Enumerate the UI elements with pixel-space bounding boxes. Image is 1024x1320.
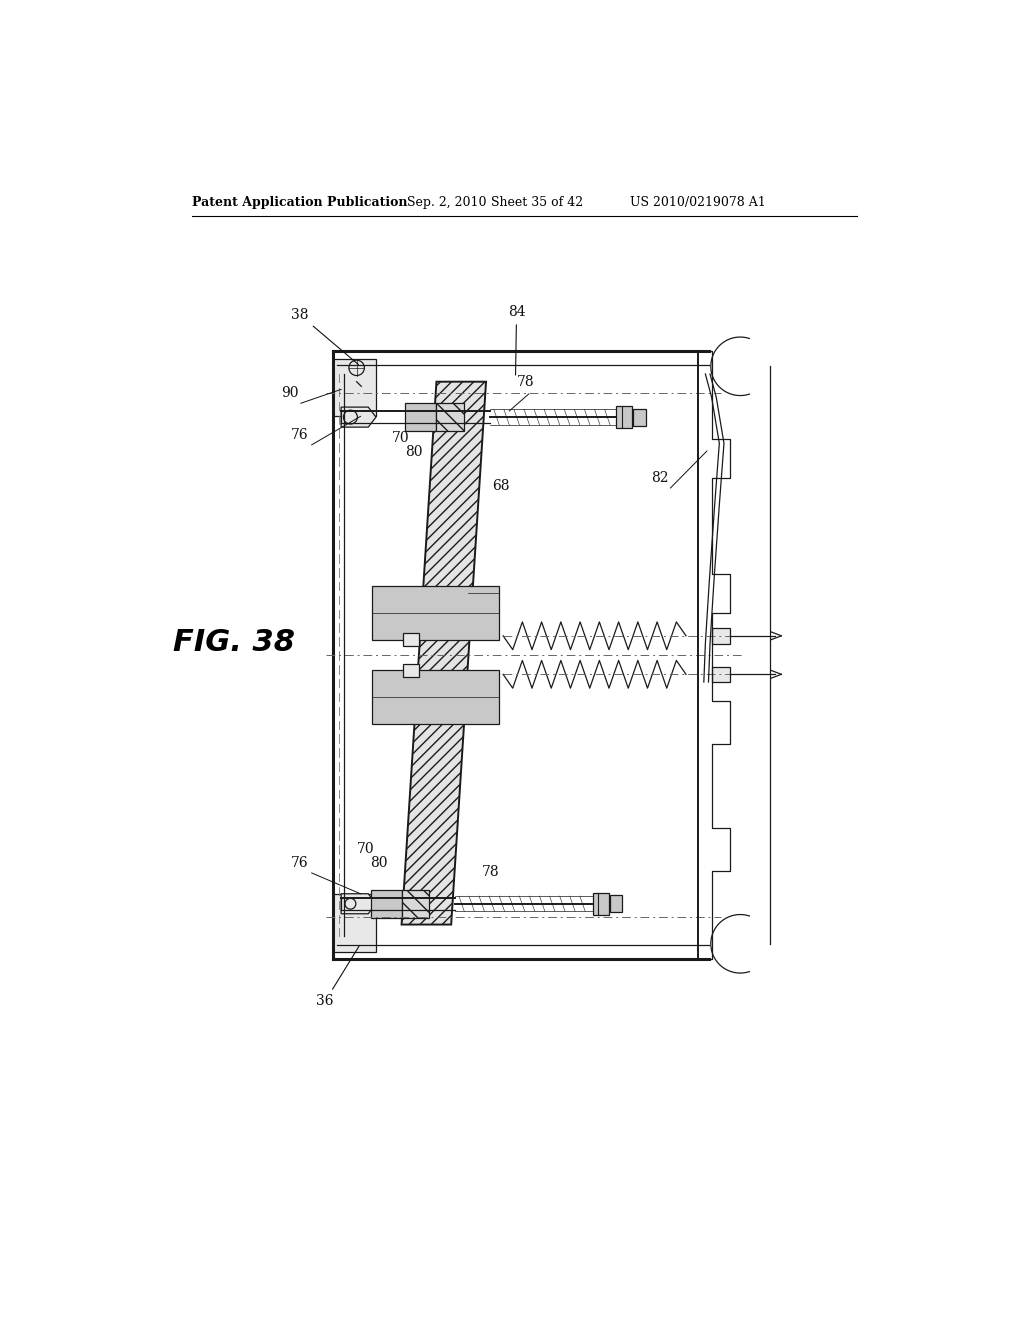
Polygon shape [593,892,608,915]
Polygon shape [633,409,646,425]
Text: 38: 38 [291,308,358,364]
Text: FIG. 38: FIG. 38 [173,628,295,657]
Text: 36: 36 [316,946,359,1008]
Text: 70: 70 [391,430,410,445]
Text: Sep. 2, 2010: Sep. 2, 2010 [407,197,486,209]
Polygon shape [712,628,730,644]
Polygon shape [406,404,436,430]
Polygon shape [401,381,486,924]
Text: 80: 80 [406,445,423,458]
Polygon shape [403,664,419,677]
Polygon shape [436,404,464,430]
Polygon shape [341,894,376,913]
Polygon shape [371,890,401,917]
Text: 78: 78 [517,375,535,389]
Polygon shape [372,586,500,640]
Polygon shape [403,634,419,645]
Text: Patent Application Publication: Patent Application Publication [191,197,408,209]
Text: Sheet 35 of 42: Sheet 35 of 42 [490,197,583,209]
Text: 70: 70 [356,842,374,855]
Text: 76: 76 [291,855,308,870]
Polygon shape [712,667,730,682]
Text: 90: 90 [281,385,298,400]
Text: 84: 84 [508,305,525,375]
Text: US 2010/0219078 A1: US 2010/0219078 A1 [630,197,766,209]
Polygon shape [616,407,632,428]
Text: 76: 76 [291,429,308,442]
Polygon shape [334,359,376,416]
Polygon shape [401,890,429,917]
Text: 80: 80 [371,855,388,870]
Polygon shape [610,895,623,912]
Text: 68: 68 [493,479,510,492]
Text: 82: 82 [651,471,669,484]
Polygon shape [334,894,376,952]
Text: 78: 78 [482,865,500,879]
Polygon shape [372,671,500,725]
Polygon shape [341,407,376,428]
